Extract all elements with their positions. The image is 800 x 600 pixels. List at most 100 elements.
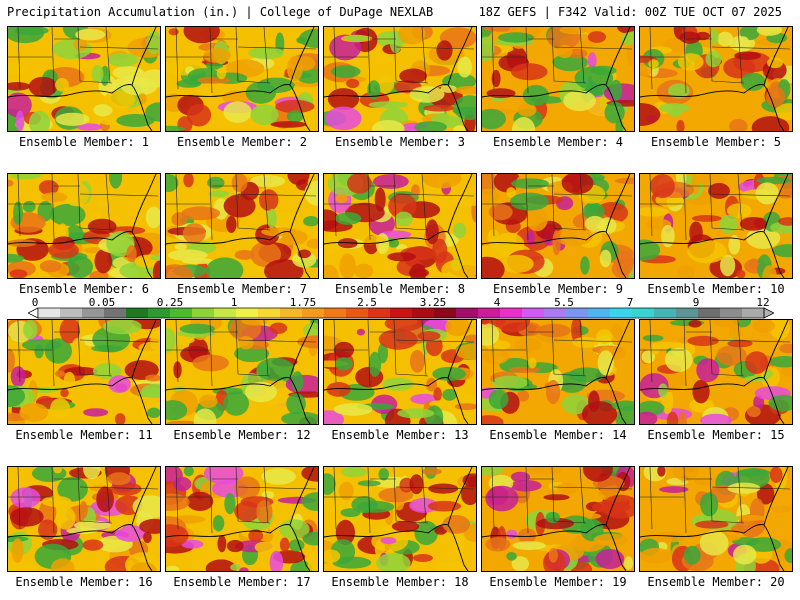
precip-blob	[748, 258, 759, 270]
precip-blob	[394, 211, 413, 227]
precip-blob	[11, 538, 24, 563]
precip-blob	[66, 527, 99, 534]
precip-blob	[145, 206, 160, 229]
precip-blob	[203, 467, 244, 485]
precip-blob	[340, 467, 367, 478]
colorbar-swatch	[588, 308, 611, 318]
precip-blob	[512, 117, 536, 131]
precip-blob	[268, 212, 304, 228]
ensemble-member-label: Ensemble Member: 6	[18, 282, 150, 296]
ensemble-member-label: Ensemble Member: 14	[489, 428, 627, 442]
precip-blob	[301, 492, 318, 511]
precip-blob	[615, 250, 634, 276]
precip-blob	[93, 104, 113, 117]
precip-blob	[705, 50, 722, 68]
precip-map	[8, 320, 160, 424]
precip-map	[482, 27, 634, 131]
precip-blob	[63, 371, 75, 388]
ensemble-member-map	[7, 173, 161, 279]
precip-blob	[624, 556, 634, 570]
colorbar-swatch	[192, 308, 215, 318]
precip-blob	[110, 482, 142, 496]
precip-blob	[506, 187, 516, 198]
coastline	[324, 174, 473, 278]
precip-blob	[735, 36, 751, 53]
ensemble-member-label: Ensemble Member: 16	[15, 575, 153, 589]
precip-blob	[250, 241, 281, 268]
colorbar-swatch	[258, 308, 281, 318]
precip-blob	[659, 486, 689, 493]
precip-blob	[756, 176, 792, 185]
precip-blob	[249, 175, 286, 188]
precip-blob	[679, 31, 701, 44]
colorbar-swatch	[82, 308, 105, 318]
precip-blob	[146, 30, 160, 55]
coastline	[324, 467, 473, 571]
precip-blob	[15, 110, 25, 131]
precip-blob	[199, 394, 218, 408]
precip-blob	[398, 27, 426, 45]
precip-blob	[109, 174, 123, 189]
ensemble-member-label: Ensemble Member: 8	[334, 282, 466, 296]
colorbar-tick-label: 1.75	[289, 296, 317, 309]
precip-blob	[429, 400, 448, 407]
ensemble-member-label: Ensemble Member: 17	[173, 575, 311, 589]
precip-blob	[234, 476, 261, 500]
precip-blob	[380, 230, 412, 239]
coastline	[166, 467, 315, 571]
precip-blob	[510, 471, 530, 482]
precip-blob	[8, 92, 32, 118]
precip-blob	[9, 269, 28, 278]
precip-blob	[234, 345, 270, 363]
precip-blob	[53, 467, 63, 474]
precip-blob	[275, 99, 315, 114]
precip-blob	[522, 84, 550, 106]
precip-blob	[767, 57, 783, 69]
colorbar-swatch	[126, 308, 149, 318]
precip-blob	[700, 492, 719, 517]
precip-blob	[728, 235, 741, 255]
ensemble-member-label: Ensemble Member: 3	[334, 135, 466, 149]
precip-blob	[340, 508, 361, 517]
precip-blob	[368, 101, 408, 109]
precip-blob	[183, 27, 220, 44]
precip-blob	[417, 331, 441, 341]
precip-blob	[326, 382, 351, 397]
precip-blob	[296, 36, 307, 44]
colorbar-swatch	[676, 308, 699, 318]
precip-blob	[181, 539, 204, 549]
precip-blob	[8, 348, 15, 373]
state-borders	[324, 174, 475, 241]
precip-blob	[683, 545, 701, 565]
precip-blob	[712, 320, 740, 328]
precip-blob	[642, 334, 664, 342]
precip-blob	[338, 481, 354, 500]
precip-blob	[526, 230, 535, 246]
precip-blob	[482, 256, 505, 278]
precip-blob	[126, 245, 137, 263]
state-borders	[8, 174, 159, 241]
precip-blob	[482, 188, 500, 203]
precip-blob	[482, 415, 504, 424]
precip-blob	[572, 336, 599, 348]
precip-blob	[107, 472, 131, 486]
precip-blob	[48, 242, 79, 259]
precip-blob	[488, 204, 513, 221]
precip-blob	[347, 174, 372, 194]
precip-blob	[779, 343, 792, 354]
precip-blob	[216, 67, 227, 80]
coastline	[482, 27, 631, 131]
precip-blob	[676, 265, 696, 278]
precip-blob	[137, 389, 160, 398]
precip-blob	[371, 120, 405, 131]
colorbar-tick-label: 7	[626, 296, 634, 309]
precip-blob	[8, 253, 25, 263]
colorbar-swatch	[698, 308, 721, 318]
precip-blob	[327, 88, 360, 111]
precip-blob	[345, 34, 367, 42]
colorbar-tick-label: 3.25	[419, 296, 447, 309]
precip-blob	[138, 341, 160, 354]
precip-blob	[110, 517, 124, 530]
precip-blob	[391, 520, 420, 532]
precip-blob	[727, 482, 761, 494]
